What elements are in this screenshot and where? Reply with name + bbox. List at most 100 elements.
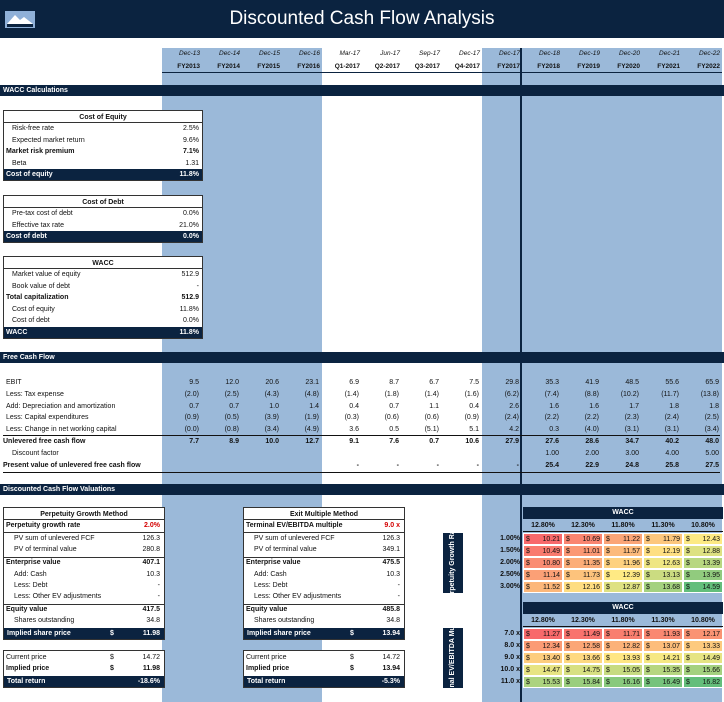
currency: $	[526, 560, 530, 567]
currency: $	[606, 655, 610, 662]
sensitivity-exit-multiple-row-header: 7.0 x	[504, 630, 520, 637]
label: Implied share price	[7, 630, 71, 637]
value: 407.1	[142, 559, 160, 566]
section-wacc-header: WACC Calculations	[0, 85, 724, 96]
currency: $	[110, 630, 114, 637]
currency: $	[566, 655, 570, 662]
sensitivity-exit-multiple-cell: $11.93	[643, 628, 683, 640]
value: 12.19	[662, 548, 680, 555]
total-label: Cost of debt	[6, 233, 47, 240]
currency: $	[606, 631, 610, 638]
currency: $	[686, 572, 690, 579]
sensitivity-perpetuity-cell: $12.16	[563, 581, 603, 593]
column-period: Q3-2017	[402, 61, 442, 73]
label: Enterprise value	[246, 559, 301, 566]
value: 10.3	[146, 571, 160, 578]
currency: $	[646, 560, 650, 567]
label: Equity value	[246, 606, 288, 613]
column-band	[562, 48, 602, 702]
fcf-cell: 41.9	[585, 379, 599, 386]
fcf-cell: 0.5	[389, 426, 399, 434]
column-date: Dec-19	[579, 50, 600, 57]
cost-of-debt-box-title: Cost of Debt	[4, 197, 202, 208]
sensitivity-exit-multiple-cell: $15.53	[523, 676, 563, 688]
column-band	[442, 48, 482, 702]
value: 16.16	[622, 679, 640, 686]
currency: $	[350, 665, 354, 672]
value: 12.34	[542, 643, 560, 650]
value: 9.6%	[183, 136, 199, 144]
fcf-cell: 12.7	[305, 438, 319, 445]
value: 1.31	[185, 159, 199, 167]
sensitivity-perpetuity-cell: $10.49	[523, 545, 563, 557]
sensitivity-perpetuity-header: WACC	[523, 507, 723, 519]
label: Market risk premium	[6, 148, 75, 155]
total-return-row: Total return -5.3%	[244, 676, 404, 687]
column-period: FY2015	[242, 61, 282, 73]
currency: $	[686, 679, 690, 686]
currency: $	[110, 654, 114, 661]
label: Total return	[247, 678, 286, 685]
exit-multiple-box-title: Exit Multiple Method	[244, 509, 404, 520]
label: PV of terminal value	[254, 546, 317, 553]
sensitivity-perpetuity-cell: $12.19	[643, 545, 683, 557]
value: 12.63	[662, 560, 680, 567]
fcf-cell: 7.6	[389, 438, 399, 445]
currency: $	[110, 665, 114, 672]
value: 15.84	[582, 679, 600, 686]
value: 14.59	[702, 584, 720, 591]
value: 12.88	[702, 548, 720, 555]
column-date: Dec-22	[699, 50, 720, 57]
fcf-cell: 27.5	[705, 462, 719, 469]
fcf-row-label: Less: Change in net working capital	[6, 426, 117, 434]
fcf-row-label: Unlevered free cash flow	[3, 438, 86, 445]
perpetuity-growth-box-title: Perpetuity Growth Method	[4, 509, 164, 520]
currency: $	[566, 584, 570, 591]
page-title: Discounted Cash Flow Analysis	[229, 8, 495, 29]
column-date: Dec-20	[619, 50, 640, 57]
value: 14.72	[142, 654, 160, 661]
sensitivity-exit-multiple-cell: $13.40	[523, 652, 563, 664]
fcf-cell: (11.7)	[661, 390, 679, 398]
label: Less: Debt	[14, 582, 48, 589]
column-period: FY2019	[562, 61, 602, 73]
fcf-cell: 5.1	[469, 426, 479, 434]
fcf-cell: (0.3)	[344, 414, 359, 422]
fcf-cell: 27.6	[545, 438, 559, 445]
value: -	[157, 582, 160, 589]
sensitivity-perpetuity-row-header: 2.50%	[500, 571, 520, 578]
sensitivity-exit-multiple-row-header: 8.0 x	[504, 642, 520, 649]
column-band	[482, 48, 522, 702]
value: 13.93	[622, 655, 640, 662]
value: 349.1	[382, 546, 400, 553]
fcf-cell: 8.9	[229, 438, 239, 445]
fcf-cell: (1.4)	[344, 390, 359, 398]
value: 15.53	[542, 679, 560, 686]
currency: $	[350, 654, 354, 661]
value: 11.35	[583, 560, 600, 567]
fcf-cell: (1.4)	[424, 390, 439, 398]
value: 13.13	[662, 572, 680, 579]
sensitivity-perpetuity-cell: $12.63	[643, 557, 683, 569]
currency: $	[646, 584, 650, 591]
value: 7.1%	[183, 148, 199, 155]
currency: $	[686, 536, 690, 543]
perpetuity-growth-box-return: Current price $14.72 Implied price $11.98 To…	[3, 650, 165, 688]
currency: $	[606, 667, 610, 674]
value: 512.9	[181, 271, 199, 278]
value: 0.0%	[183, 317, 199, 324]
value: 12.82	[622, 643, 640, 650]
label: Market value of equity	[12, 271, 81, 278]
column-band	[602, 48, 642, 702]
fcf-cell: 4.2	[509, 426, 519, 434]
fcf-cell: 27.9	[505, 438, 519, 445]
column-date: Dec-17	[459, 50, 480, 57]
fcf-cell: 25.4	[545, 462, 559, 469]
total-label: Cost of equity	[6, 171, 53, 178]
column-period: FY2021	[642, 61, 682, 73]
fcf-cell: (4.8)	[304, 390, 319, 398]
value: 21.0%	[179, 221, 199, 229]
value: 11.52	[543, 584, 560, 591]
label: Effective tax rate	[12, 221, 65, 229]
currency: $	[606, 679, 610, 686]
